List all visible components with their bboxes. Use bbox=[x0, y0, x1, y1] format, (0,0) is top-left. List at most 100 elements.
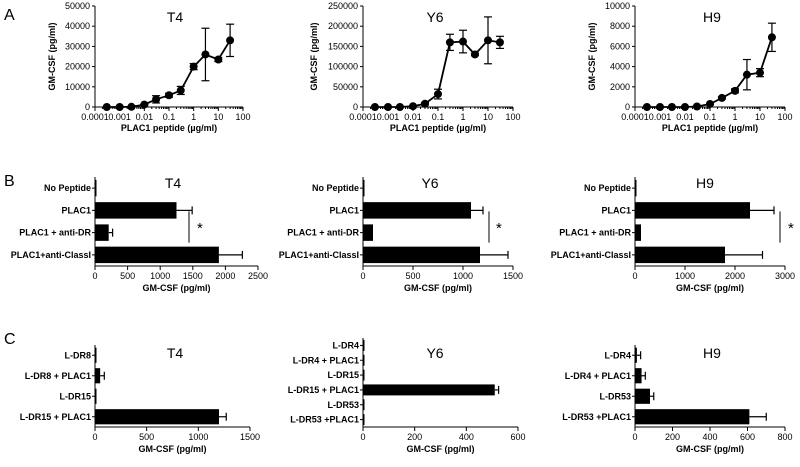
panel-a-y6-data-point bbox=[420, 99, 429, 108]
panel-c-h9-x-tick-label: 800 bbox=[777, 432, 792, 442]
panel-c-t4-x-tick-label: 0 bbox=[92, 432, 97, 442]
panel-b-y6-category-label: PLAC1+anti-ClassI bbox=[279, 250, 359, 260]
panel-b-y6-x-label: GM-CSF (pg/ml) bbox=[404, 283, 472, 293]
panel-a-t4-title: T4 bbox=[167, 9, 184, 25]
panel-a-y6-data-point bbox=[384, 103, 392, 111]
panel-c-t4-bar bbox=[95, 409, 219, 425]
panel-b-h9-title: H9 bbox=[696, 175, 714, 191]
panel-a-t4-data-point bbox=[165, 91, 173, 100]
panel-c-y6-x-tick-label: 200 bbox=[407, 432, 422, 442]
panel-c-t4-x-tick-label: 1000 bbox=[188, 432, 208, 442]
panel-a-h9-y-tick-label: 8000 bbox=[610, 21, 630, 31]
panel-a-y6-y-tick-label: 100000 bbox=[328, 62, 358, 72]
panel-a-h9-data-point bbox=[717, 93, 726, 102]
panel-a-h9-data-point bbox=[731, 86, 739, 95]
panel-b-y6-bar bbox=[363, 246, 480, 264]
panel-a-t4-y-tick-label: 0 bbox=[85, 102, 90, 112]
panel-b-t4-x-tick-label: 500 bbox=[120, 271, 135, 281]
panel-c-t4-category-label: L-DR8 + PLAC1 bbox=[25, 371, 91, 381]
panel-a-h9-y-tick-label: 6000 bbox=[610, 41, 630, 51]
panel-c-y6-x-tick-label: 0 bbox=[360, 432, 365, 442]
panel-b-h9-bar bbox=[635, 224, 641, 241]
panel-b-t4-category-label: PLAC1 bbox=[61, 205, 91, 215]
panel-a-y6-y-tick-label: 200000 bbox=[328, 21, 358, 31]
panel-b-t4-bar bbox=[95, 224, 109, 241]
panel-a-y6-x-tick-label: 0.0001 bbox=[349, 112, 377, 122]
panel-c-t4-x-tick-label: 500 bbox=[139, 432, 154, 442]
panel-c-y6-category-label: L-DR15 bbox=[327, 370, 359, 380]
panel-b-y6-x-tick-label: 1000 bbox=[453, 271, 473, 281]
panel-a-t4-data-point bbox=[102, 103, 111, 111]
panel-a-t4-x-tick-label: 0.0001 bbox=[81, 112, 109, 122]
panel-b-h9-x-tick-label: 2000 bbox=[725, 271, 745, 281]
panel-a-y6-x-tick-label: 10 bbox=[483, 112, 493, 122]
panel-a-h9-data-point bbox=[681, 103, 689, 111]
panel-a-h9-data-point bbox=[692, 102, 701, 111]
panel-a-t4-data-point bbox=[201, 50, 210, 59]
panel-b-t4-x-tick-label: 2000 bbox=[215, 271, 235, 281]
panel-c-h9-x-tick-label: 200 bbox=[665, 432, 680, 442]
panel-c-y6-category-label: L-DR15 + PLAC1 bbox=[288, 385, 359, 395]
panel-a-t4-y-label: GM-CSF (pg/ml) bbox=[47, 23, 57, 91]
panel-b-h9-bar bbox=[635, 179, 637, 197]
panel-c-y6-x-tick-label: 400 bbox=[459, 432, 474, 442]
panel-a-y6-data-point bbox=[459, 37, 467, 46]
panel-a-h9-y-tick-label: 4000 bbox=[610, 62, 630, 72]
panel-b-t4-bar bbox=[95, 202, 177, 219]
panel-a-t4-data-point bbox=[189, 62, 198, 71]
panel-a-h9-x-tick-label: 0.0001 bbox=[621, 112, 649, 122]
panel-c-y6-bar bbox=[363, 414, 365, 426]
panel-a-h9-series-line bbox=[646, 37, 773, 108]
panel-c-h9-bar bbox=[635, 388, 650, 404]
panel-b-t4-x-tick-label: 0 bbox=[92, 271, 97, 281]
panel-a-h9-x-tick-label: 10 bbox=[755, 112, 765, 122]
panel-a-h9-x-label: PLAC1 peptide (µg/ml) bbox=[662, 123, 758, 133]
panel-c-y6-bar bbox=[363, 399, 365, 411]
panel-a-h9-x-tick-label: 100 bbox=[777, 112, 792, 122]
panel-b-t4-significance-star: * bbox=[197, 220, 203, 237]
panel-b-h9-significance-star: * bbox=[788, 220, 794, 237]
panel-a-h9-data-point bbox=[667, 103, 676, 111]
panel-a-h9-y-tick-label: 10000 bbox=[605, 1, 630, 11]
panel-c-t4-category-label: L-DR8 bbox=[65, 350, 92, 360]
panel-a-y6-y-tick-label: 0 bbox=[353, 102, 358, 112]
panel-a-t4-x-tick-label: 0.1 bbox=[163, 112, 176, 122]
panel-b-h9-x-tick-label: 3000 bbox=[775, 271, 795, 281]
panel-c-t4-bar bbox=[95, 368, 101, 384]
panel-c-y6-bar bbox=[363, 369, 365, 381]
panel-a-h9-x-tick-label: 0.01 bbox=[676, 112, 694, 122]
panel-c-h9-bar bbox=[635, 368, 642, 384]
panel-a-h9-y-tick-label: 2000 bbox=[610, 82, 630, 92]
panel-a-h9-x-tick-label: 0.1 bbox=[704, 112, 717, 122]
panel-c-h9-x-tick-label: 0 bbox=[632, 432, 637, 442]
panel-c-y6-category-label: L-DR4 + PLAC1 bbox=[293, 355, 359, 365]
panel-a-t4-x-tick-label: 0.01 bbox=[136, 112, 154, 122]
panel-c-t4-category-label: L-DR15 + PLAC1 bbox=[20, 412, 91, 422]
panel-b-t4-title: T4 bbox=[165, 175, 182, 191]
panel-a-t4-data-point bbox=[152, 95, 161, 104]
panel-b-h9-x-tick-label: 1000 bbox=[675, 271, 695, 281]
panel-a-y6-y-label: GM-CSF (pg/ml) bbox=[309, 23, 319, 91]
panel-a-h9-x-tick-label: 0.001 bbox=[649, 112, 672, 122]
panel-b-t4-category-label: PLAC1 + anti-DR bbox=[19, 228, 91, 238]
panel-a-y6-data-point bbox=[495, 38, 504, 47]
panel-b-t4-category-label: No Peptide bbox=[44, 183, 91, 193]
panel-b-t4-category-label: PLAC1+anti-ClassI bbox=[11, 250, 91, 260]
panel-b-y6-category-label: PLAC1 bbox=[329, 205, 359, 215]
panel-b-y6-x-tick-label: 500 bbox=[405, 271, 420, 281]
panel-b-y6-x-tick-label: 0 bbox=[360, 271, 365, 281]
panel-b-t4-x-tick-label: 1500 bbox=[183, 271, 203, 281]
panel-a-t4-data-point bbox=[226, 36, 235, 45]
panel-b-h9-category-label: No Peptide bbox=[584, 183, 631, 193]
panel-b-h9-category-label: PLAC1 + anti-DR bbox=[559, 228, 631, 238]
panel-b-h9-bar bbox=[635, 202, 750, 219]
panel-b-y6-category-label: PLAC1 + anti-DR bbox=[287, 228, 359, 238]
panel-a-y6-x-tick-label: 0.001 bbox=[377, 112, 400, 122]
panel-a-t4-x-tick-label: 0.001 bbox=[108, 112, 131, 122]
panel-b-y6-title: Y6 bbox=[421, 175, 438, 191]
panel-c-t4-x-tick-label: 1500 bbox=[240, 432, 260, 442]
panel-b-h9-x-tick-label: 0 bbox=[632, 271, 637, 281]
panel-b-h9-x-label: GM-CSF (pg/ml) bbox=[676, 283, 744, 293]
panel-b-y6-category-label: No Peptide bbox=[312, 183, 359, 193]
